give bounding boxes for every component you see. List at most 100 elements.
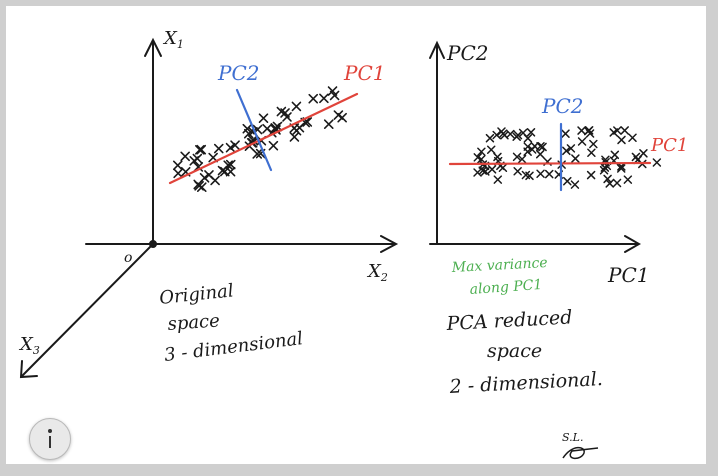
right-scatter-mark [485,133,495,143]
right-scatter-mark [612,178,622,188]
right-scatter-mark [566,144,576,153]
right-pc2-label: PC2 [541,94,583,118]
x3-axis [21,243,154,377]
left-scatter-mark [308,93,319,104]
x1-axis-label: X1 [162,28,184,51]
left-scatter-mark [252,149,263,159]
left-scatter-mark [195,145,205,155]
right-scatter-mark [477,147,486,157]
right-scatter-mark [517,154,527,164]
signature: S.L. [562,431,599,460]
left-scatter-mark [193,162,204,172]
right-scatter-mark [589,139,598,149]
right-caption-line-2: space [487,340,542,362]
left-scatter-mark [242,123,253,134]
x1-arrow [144,37,162,57]
left-plot [19,37,399,379]
right-scatter-mark [512,132,521,141]
right-scatter-mark [631,152,641,162]
accessibility-icon [46,429,54,449]
left-scatter-mark [323,119,334,129]
right-scatter-mark [584,126,593,136]
pc1-arrow [624,235,642,253]
right-scatter-mark [617,135,626,145]
right-scatter-mark [600,163,610,172]
right-scatter-mark [652,158,662,167]
left-scatter-mark [329,90,340,101]
right-scatter-mark [639,149,648,158]
right-scatter-mark [561,129,570,138]
left-scatter-mark [194,181,204,191]
right-scatter-mark [500,131,509,140]
left-scatter-mark [225,166,236,177]
variance-note-line-2: along PC1 [469,277,543,298]
left-scatter-mark [319,93,329,104]
right-scatter-mark [525,171,534,181]
right-scatter-mark [487,165,497,174]
right-scatter-mark [473,168,482,177]
left-scatter-mark [271,125,281,135]
right-scatter-mark [577,137,587,146]
origin-label: o [124,250,132,266]
left-scatter-mark [294,122,305,133]
right-scatter-mark [605,179,614,188]
left-scatter-mark [172,160,183,171]
right-scatter-mark [603,174,612,184]
left-pc2-line [235,88,273,172]
left-pc1-label: PC1 [343,61,385,85]
left-scatter-mark [262,123,272,134]
left-scatter [172,86,347,192]
right-pc1-line [448,161,652,166]
x3-axis-label: X3 [18,334,40,357]
right-scatter-mark [535,149,545,159]
left-scatter-mark [199,173,210,183]
left-scatter-mark [268,140,279,151]
right-scatter-mark [493,175,503,184]
left-scatter-mark [289,132,300,142]
left-scatter-mark [213,143,224,154]
left-scatter-mark [196,144,207,155]
left-scatter-mark [258,113,269,123]
left-caption-line-2: space [167,310,221,335]
left-scatter-mark [291,101,302,112]
right-scatter-mark [513,166,522,176]
left-pc2-label: PC2 [217,61,259,85]
left-scatter-mark [217,165,228,176]
left-scatter-mark [180,151,190,162]
right-scatter-mark [478,166,488,175]
right-scatter-mark [523,134,533,143]
pc1-axis-label: PC1 [607,263,649,287]
right-scatter-mark [599,165,609,175]
pc2-axis-label: PC2 [446,41,488,65]
variance-note-line-1: Max variance [450,255,548,276]
right-scatter-mark [613,126,622,135]
right-scatter-mark [620,126,629,135]
pc2-arrow [429,40,445,59]
right-scatter-mark [526,128,536,137]
right-scatter-mark [587,148,596,158]
left-scatter-mark [196,182,207,192]
x3-arrow [19,360,38,379]
signature-scribble [562,446,599,460]
x2-axis-label: X2 [366,261,388,284]
right-scatter-mark [616,164,626,173]
right-scatter-mark [623,175,633,184]
right-scatter-mark [536,169,545,179]
right-scatter-mark [601,155,610,164]
right-scatter-mark [530,141,539,151]
right-scatter-mark [577,126,586,135]
left-scatter-mark [225,142,236,153]
left-scatter-mark [173,168,183,179]
origin-point [149,240,157,248]
right-scatter-mark [628,133,637,142]
right-scatter [473,126,662,189]
x2-arrow [380,235,399,253]
left-scatter-mark [333,110,344,120]
right-scatter-mark [571,154,580,163]
right-plot [429,40,642,253]
accessibility-button[interactable] [29,418,71,460]
right-scatter-mark [570,180,580,189]
right-pc1-label: PC1 [650,135,688,156]
right-scatter-mark [512,152,522,162]
